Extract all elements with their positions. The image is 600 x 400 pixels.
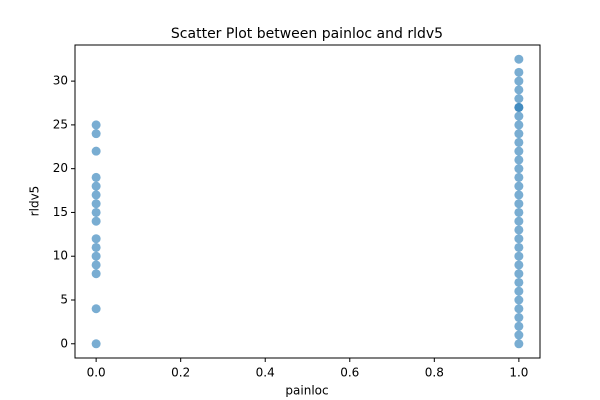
point (514, 339, 524, 349)
point (514, 181, 524, 191)
point (514, 199, 524, 209)
point (91, 260, 101, 270)
point (514, 137, 524, 147)
y-tick-label: 15 (53, 205, 68, 219)
point (514, 102, 524, 112)
point (514, 111, 524, 121)
point (514, 304, 524, 314)
chart-title: Scatter Plot between painloc and rldv5 (171, 26, 443, 42)
point (91, 251, 101, 261)
x-tick-label: 0.4 (256, 366, 275, 380)
y-axis-label: rldv5 (28, 186, 42, 217)
point (514, 207, 524, 217)
point (91, 190, 101, 200)
y-tick-label: 5 (60, 292, 68, 306)
point (514, 321, 524, 331)
point (514, 234, 524, 244)
point (91, 207, 101, 217)
plot-frame (74, 44, 541, 359)
point (91, 304, 101, 314)
y-tick-label: 25 (53, 117, 68, 131)
point (514, 190, 524, 200)
point (91, 146, 101, 156)
point (514, 164, 524, 174)
point (91, 129, 101, 139)
point (514, 172, 524, 182)
y-tick-label: 30 (53, 74, 68, 88)
y-tick-label: 0 (60, 336, 68, 350)
point (514, 225, 524, 235)
point (514, 155, 524, 165)
y-tick-label: 20 (53, 161, 68, 175)
point (91, 199, 101, 209)
point (514, 85, 524, 95)
x-axis-label: painloc (285, 384, 328, 398)
x-tick-label: 0.8 (425, 366, 444, 380)
point (514, 251, 524, 261)
point (514, 330, 524, 340)
point (514, 313, 524, 323)
point (514, 216, 524, 226)
point (91, 216, 101, 226)
point (91, 339, 101, 349)
point (91, 269, 101, 279)
point (514, 146, 524, 156)
point (514, 295, 524, 305)
point (514, 269, 524, 279)
point (514, 67, 524, 77)
x-tick-label: 0.2 (171, 366, 190, 380)
y-tick-label: 10 (53, 249, 68, 263)
x-tick-label: 0.6 (340, 366, 359, 380)
point (514, 94, 524, 104)
point (514, 286, 524, 296)
point (514, 277, 524, 287)
point (91, 120, 101, 130)
point (514, 54, 524, 64)
point (514, 129, 524, 139)
x-tick-label: 1.0 (509, 366, 528, 380)
point (514, 76, 524, 86)
point (514, 242, 524, 252)
point (91, 172, 101, 182)
x-tick-label: 0.0 (87, 366, 106, 380)
point (514, 260, 524, 270)
point (91, 242, 101, 252)
point (91, 181, 101, 191)
point (514, 120, 524, 130)
point (91, 234, 101, 244)
